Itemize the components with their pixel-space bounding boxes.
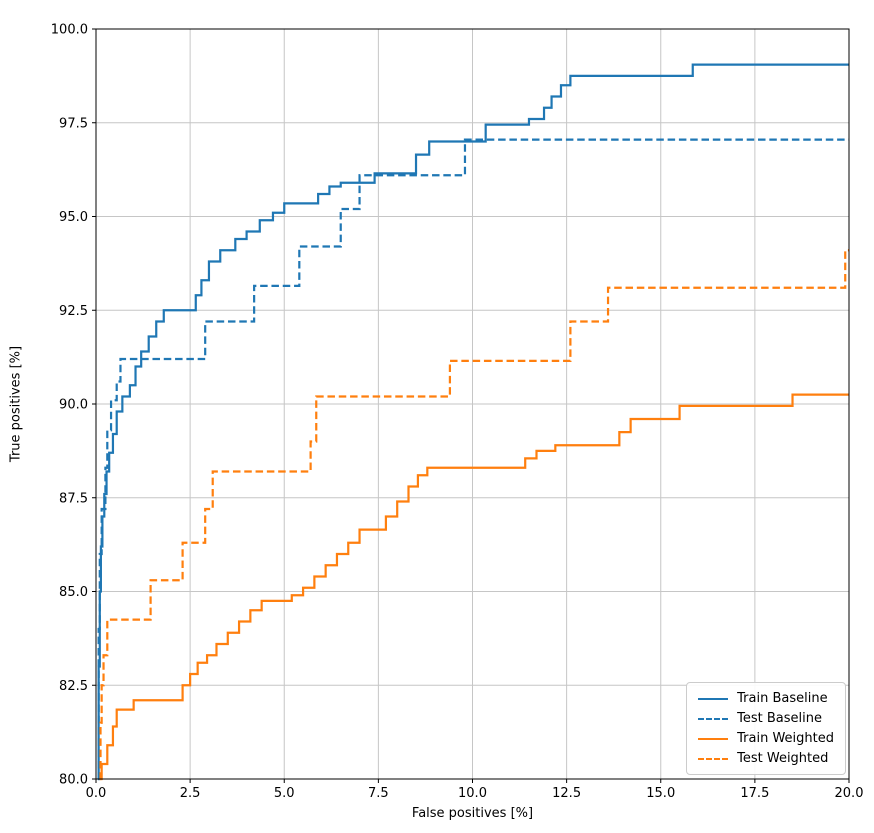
y-tick-label: 92.5	[59, 304, 88, 319]
series-train-weighted	[99, 393, 849, 781]
y-axis-label: True positives [%]	[8, 345, 24, 463]
legend-label-train-weighted: Train Weighted	[737, 731, 834, 746]
legend-swatch-test-weighted	[698, 757, 729, 760]
legend-item-test-baseline: Test Baseline	[698, 711, 834, 726]
y-tick-label: 90.0	[59, 398, 88, 413]
x-tick-label: 10.0	[458, 786, 487, 801]
axes-border	[95, 28, 850, 780]
legend-swatch-train-baseline	[698, 697, 729, 700]
series-train-baseline	[97, 63, 849, 781]
x-tick-label: 20.0	[835, 786, 864, 801]
x-tick-label: 0.0	[86, 786, 107, 801]
x-axis-label: False positives [%]	[411, 806, 534, 821]
legend-item-train-weighted: Train Weighted	[698, 731, 834, 746]
x-tick-label: 12.5	[552, 786, 581, 801]
y-tick-label: 80.0	[59, 773, 88, 788]
legend-label-train-baseline: Train Baseline	[737, 691, 828, 706]
y-tick-label: 100.0	[51, 23, 88, 38]
legend-item-test-weighted: Test Weighted	[698, 751, 834, 766]
x-tick-label: 7.5	[368, 786, 389, 801]
x-tick-label: 2.5	[180, 786, 201, 801]
y-tick-label: 85.0	[59, 585, 88, 600]
legend-label-test-weighted: Test Weighted	[737, 751, 829, 766]
legend-swatch-train-weighted	[698, 737, 729, 740]
series-test-weighted	[99, 249, 849, 781]
x-tick-label: 17.5	[740, 786, 769, 801]
legend-item-train-baseline: Train Baseline	[698, 691, 834, 706]
x-tick-label: 15.0	[646, 786, 675, 801]
x-tick-label: 5.0	[274, 786, 295, 801]
legend: Train Baseline Test Baseline Train Weigh…	[686, 682, 846, 775]
y-tick-label: 95.0	[59, 210, 88, 225]
legend-label-test-baseline: Test Baseline	[737, 711, 822, 726]
y-tick-label: 97.5	[59, 116, 88, 131]
y-tick-label: 87.5	[59, 491, 88, 506]
series-test-baseline	[97, 138, 849, 781]
y-tick-label: 82.5	[59, 679, 88, 694]
legend-swatch-test-baseline	[698, 717, 729, 720]
